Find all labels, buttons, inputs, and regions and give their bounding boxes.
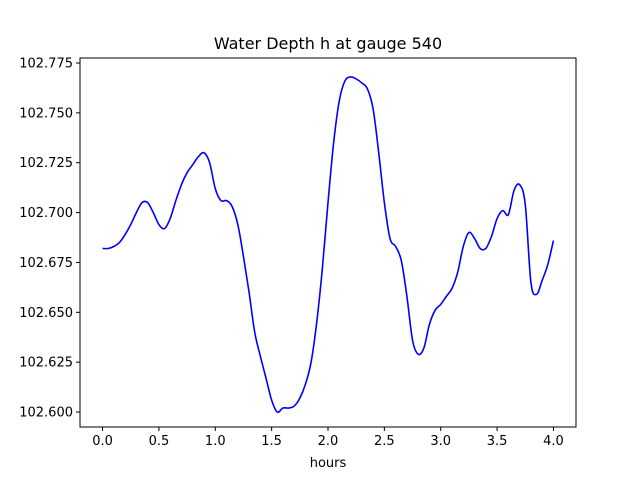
chart-title: Water Depth h at gauge 540: [214, 34, 442, 53]
y-tick-label: 102.625: [19, 356, 73, 371]
x-tick-label: 2.0: [318, 434, 339, 449]
y-tick-label: 102.650: [19, 306, 73, 321]
y-tick-label: 102.600: [19, 406, 73, 421]
x-axis: 0.0 0.5 1.0 1.5 2.0 2.5 3.0 3.5 4.0: [92, 427, 564, 449]
x-tick-label: 2.5: [374, 434, 395, 449]
x-tick-label: 1.5: [261, 434, 282, 449]
series-line-0: [102, 76, 555, 414]
y-axis: 102.600 102.625 102.650 102.675 102.700 102.7…: [19, 56, 80, 421]
y-tick-label: 102.700: [19, 206, 73, 221]
x-axis-label: hours: [310, 456, 347, 471]
y-tick-label: 102.725: [19, 156, 73, 171]
plot-area: [102, 76, 555, 414]
y-tick-label: 102.775: [19, 56, 73, 71]
x-tick-label: 4.0: [543, 434, 564, 449]
x-tick-label: 3.0: [430, 434, 451, 449]
x-tick-label: 0.0: [92, 434, 113, 449]
x-tick-label: 1.0: [205, 434, 226, 449]
x-tick-label: 3.5: [487, 434, 508, 449]
y-tick-label: 102.675: [19, 256, 73, 271]
y-tick-label: 102.750: [19, 106, 73, 121]
x-tick-label: 0.5: [149, 434, 170, 449]
